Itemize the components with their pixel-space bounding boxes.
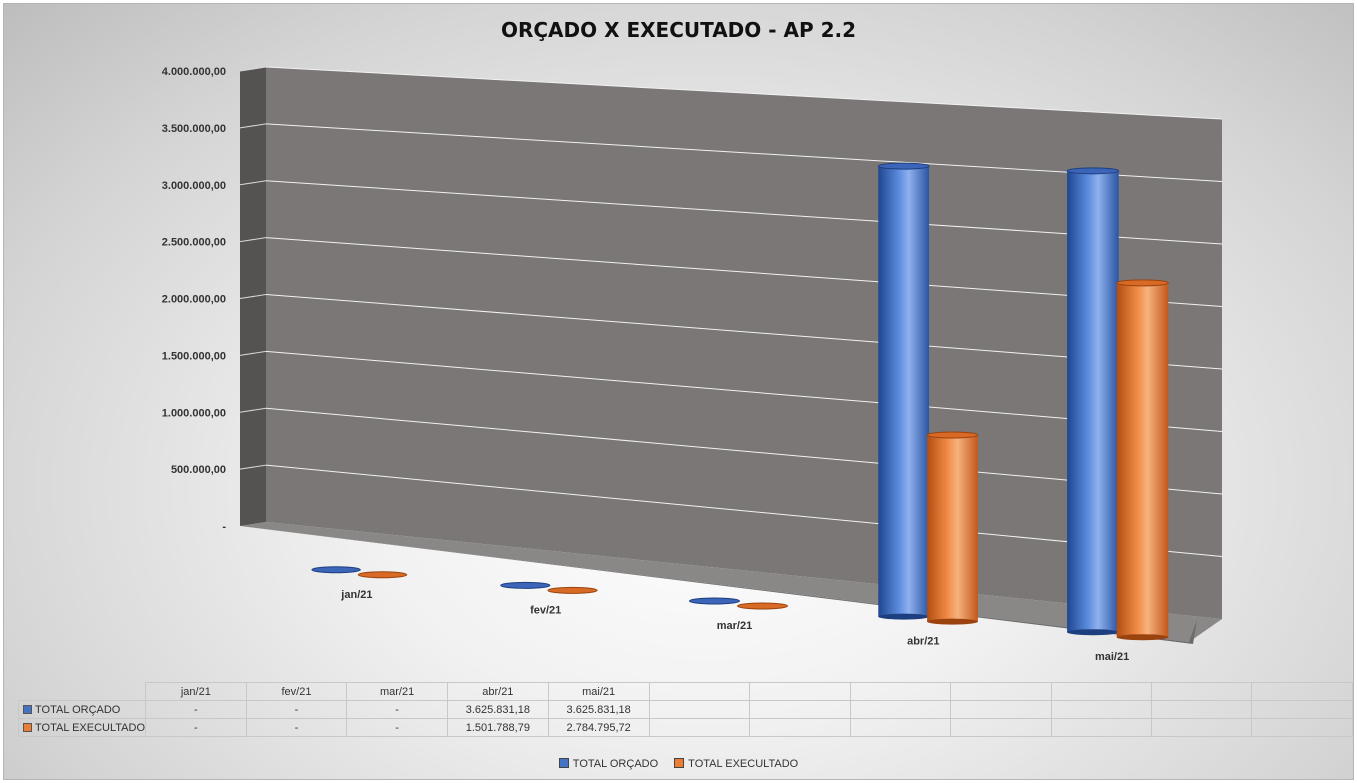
gridline — [265, 464, 1223, 557]
gridline — [265, 123, 1223, 182]
data-table-empty-cell — [1150, 718, 1253, 737]
data-table-empty-cell — [1251, 718, 1353, 737]
data-table-empty-cell — [1251, 700, 1353, 719]
data-table-value-cell: 3.625.831,18 — [446, 700, 549, 719]
series-label: TOTAL EXECULTADO — [35, 721, 146, 734]
series-swatch — [23, 704, 32, 714]
series-swatch — [23, 722, 32, 732]
bar-orcado — [877, 162, 930, 620]
data-table-header-cell: mar/21 — [346, 682, 448, 701]
data-table-header-cell: mai/21 — [547, 682, 650, 701]
bar-orcado — [500, 581, 551, 589]
data-table: jan/21 fev/21 mar/21 abr/21 mai/21 TOTAL ORÇA… — [17, 682, 1353, 737]
gridline — [265, 294, 1223, 370]
y-tick-label: 3.500.000,00 — [162, 123, 226, 135]
data-table-empty-cell — [1050, 718, 1152, 737]
gridline — [265, 180, 1223, 245]
data-table-row: TOTAL ORÇADO - - -3.625.831,18 3.625.831,18 — [17, 700, 1353, 719]
back-wall — [266, 67, 1222, 619]
data-table-header-cell: abr/21 — [446, 682, 549, 701]
data-table-empty-cell — [950, 682, 1052, 701]
chart-title: ORÇADO X EXECUTADO - AP 2.2 — [500, 18, 857, 42]
data-table-row: TOTAL EXECULTADO - - -1.501.788,79 2.784.795… — [17, 718, 1353, 737]
data-table-value-cell: - — [145, 700, 247, 719]
chart-area: ORÇADO X EXECUTADO - AP 2.2 - 500.000,00 1… — [3, 3, 1354, 780]
legend-swatch — [558, 758, 569, 768]
bar-executado — [1116, 279, 1169, 641]
chart-plot: - 500.000,00 1.000.000,00 1.500.000,00 2.000… — [162, 66, 1223, 663]
x-tick-label: jan/21 — [340, 589, 372, 601]
legend-label: TOTAL EXECULTADO — [688, 758, 799, 770]
data-table-empty-cell — [749, 700, 851, 719]
data-table-empty-cell — [1050, 682, 1152, 701]
legend-item: TOTAL EXECULTADO — [674, 758, 798, 770]
bar-executado — [737, 602, 788, 610]
data-table-empty-cell — [648, 700, 751, 719]
legend-label: TOTAL ORÇADO — [572, 758, 659, 770]
gridline — [265, 407, 1223, 495]
y-tick-label: - — [222, 521, 226, 533]
gridline — [265, 237, 1223, 307]
data-table-value-cell: - — [346, 700, 448, 719]
data-table-value-cell: - — [145, 718, 247, 737]
bar-executado — [357, 571, 408, 579]
data-table-empty-cell — [749, 682, 851, 701]
data-table-series-name: TOTAL EXECULTADO — [17, 718, 147, 737]
data-table-value-cell: 1.501.788,79 — [446, 718, 549, 737]
data-table-empty-cell — [849, 700, 952, 719]
legend: TOTAL ORÇADO TOTAL EXECULTADO — [4, 758, 1353, 770]
data-table-header-row: jan/21 fev/21 mar/21 abr/21 mai/21 — [18, 682, 1353, 701]
y-tick-label: 4.000.000,00 — [162, 66, 226, 78]
x-tick-label: mai/21 — [1095, 651, 1129, 663]
legend-item: TOTAL ORÇADO — [558, 758, 659, 770]
series-label: TOTAL ORÇADO — [35, 703, 121, 716]
y-tick-label: 1.500.000,00 — [162, 350, 226, 362]
bar-orcado — [311, 566, 361, 574]
data-table-empty-cell — [749, 718, 851, 737]
bar-orcado — [689, 597, 740, 605]
data-table-empty-cell — [849, 718, 952, 737]
data-table-empty-cell — [849, 682, 952, 701]
data-table-series-name: TOTAL ORÇADO — [17, 700, 147, 719]
legend-swatch — [674, 758, 685, 768]
bar-orcado — [1066, 167, 1120, 636]
y-tick-label: 2.500.000,00 — [162, 237, 226, 249]
bar-executado — [547, 586, 598, 594]
data-table-empty-cell — [950, 718, 1052, 737]
gridline — [265, 66, 1223, 120]
data-table-empty-cell — [1150, 700, 1253, 719]
data-table-empty-cell — [950, 700, 1052, 719]
x-tick-label: fev/21 — [530, 604, 561, 616]
y-tick-label: 1.000.000,00 — [162, 407, 226, 419]
data-table-empty-cell — [648, 718, 751, 737]
data-table-corner — [18, 682, 147, 701]
data-table-empty-cell — [1251, 682, 1353, 701]
data-table-header-cell: jan/21 — [145, 682, 247, 701]
data-table-header-cell: fev/21 — [245, 682, 348, 701]
x-tick-label: abr/21 — [907, 636, 939, 648]
data-table-value-cell: 2.784.795,72 — [547, 718, 650, 737]
data-table-value-cell: - — [245, 718, 348, 737]
gridline — [265, 350, 1223, 432]
y-tick-label: 500.000,00 — [171, 464, 226, 476]
data-table-empty-cell — [648, 682, 751, 701]
y-tick-label: 3.000.000,00 — [162, 180, 226, 192]
bar-executado — [926, 431, 979, 625]
data-table-empty-cell — [1050, 700, 1152, 719]
data-table-empty-cell — [1150, 682, 1253, 701]
y-tick-label: 2.000.000,00 — [162, 294, 226, 306]
data-table-value-cell: - — [346, 718, 448, 737]
data-table-value-cell: 3.625.831,18 — [547, 700, 650, 719]
x-tick-label: mar/21 — [717, 620, 752, 632]
data-table-value-cell: - — [245, 700, 348, 719]
